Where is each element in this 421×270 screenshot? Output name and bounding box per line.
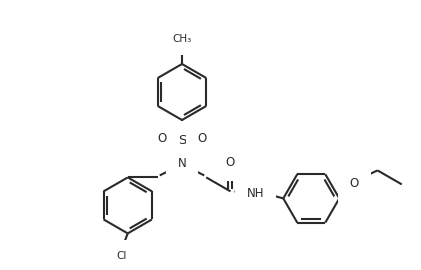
Text: O: O: [197, 133, 207, 146]
Text: O: O: [350, 177, 359, 190]
Text: CH₃: CH₃: [172, 34, 192, 44]
Text: O: O: [157, 133, 167, 146]
Text: NH: NH: [247, 187, 264, 200]
Text: O: O: [226, 156, 235, 169]
Text: S: S: [178, 134, 186, 147]
Text: Cl: Cl: [117, 251, 127, 261]
Text: N: N: [178, 157, 187, 170]
